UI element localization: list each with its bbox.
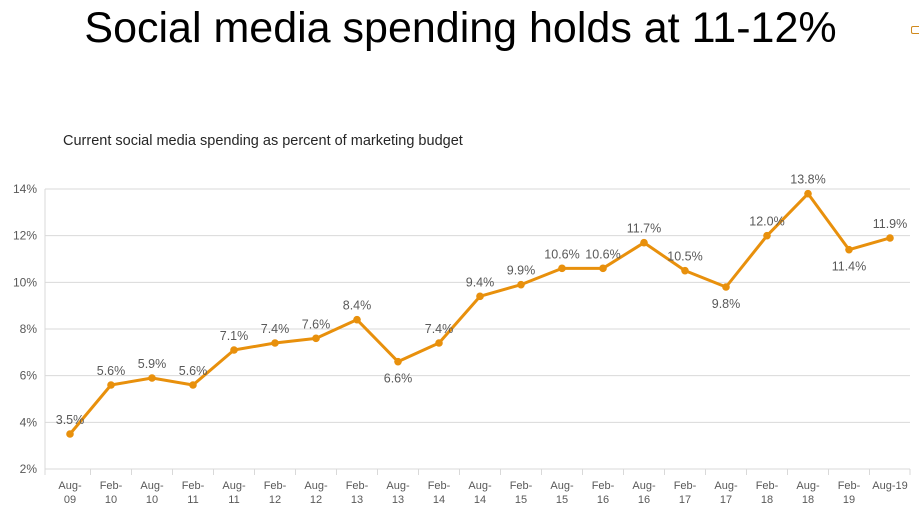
data-point: [845, 245, 853, 254]
data-label: 8.4%: [343, 299, 372, 313]
data-label: 12.0%: [749, 215, 784, 229]
data-point: [763, 231, 771, 240]
data-label: 10.6%: [585, 247, 620, 261]
x-tick-label: Aug-15: [550, 480, 574, 506]
data-label: 3.5%: [56, 413, 85, 427]
y-axis-ticks: 2% 4% 6% 8% 10% 12% 14%: [13, 182, 37, 476]
x-tick-label: Aug-14: [468, 480, 492, 506]
data-label: 10.5%: [667, 250, 702, 264]
x-tick-label: Aug-10: [140, 480, 164, 506]
x-tick-label: Feb-18: [756, 480, 779, 506]
y-tick-label: 10%: [13, 275, 37, 289]
data-label: 11.4%: [832, 260, 867, 274]
data-label: 11.9%: [873, 217, 908, 231]
data-label: 7.1%: [220, 329, 249, 343]
data-point: [394, 357, 402, 366]
data-point: [189, 381, 197, 389]
data-point: [435, 339, 443, 347]
y-tick-label: 8%: [20, 322, 38, 336]
series-line: [68, 192, 891, 435]
x-tick-label: Feb-15: [510, 480, 533, 506]
y-tick-label: 4%: [20, 415, 38, 429]
data-label: 5.6%: [179, 364, 208, 378]
data-point: [312, 334, 320, 343]
data-point: [107, 381, 115, 389]
data-point: [886, 234, 894, 242]
x-tick-label: Feb-17: [674, 480, 697, 506]
x-tick-label: Feb-19: [838, 480, 861, 506]
data-point: [66, 430, 74, 438]
x-tick-label: Aug-12: [304, 480, 328, 506]
page-title: Social media spending holds at 11-12%: [84, 4, 837, 52]
data-point: [804, 189, 812, 198]
x-tick-label: Aug-18: [796, 480, 820, 506]
data-label: 11.7%: [627, 222, 662, 236]
x-tick-label: Aug-09: [58, 480, 82, 506]
x-tick-label: Aug-11: [222, 480, 246, 506]
data-points: [66, 189, 894, 438]
data-point: [558, 264, 566, 273]
x-tick-label: Aug-13: [386, 480, 410, 506]
data-label: 7.6%: [302, 317, 331, 331]
x-tick-label: Feb-10: [100, 480, 123, 506]
x-tick-label: Aug-19: [872, 480, 907, 492]
x-axis-ticks: Aug-09 Feb-10 Aug-10 Feb-11 Aug-11 Feb-12 Aug-…: [58, 480, 907, 506]
chart-subtitle: Current social media spending as percent…: [63, 133, 463, 149]
y-tick-label: 12%: [13, 229, 37, 243]
x-tick-label: Feb-14: [428, 480, 451, 506]
data-label: 7.4%: [425, 322, 454, 336]
x-tick-label: Aug-17: [714, 480, 738, 506]
x-tick-label: Feb-16: [592, 480, 615, 506]
gridlines: [44, 188, 911, 475]
data-point: [271, 339, 279, 347]
data-label: 5.9%: [138, 357, 167, 371]
data-label: 5.6%: [97, 364, 126, 378]
data-point: [476, 292, 484, 301]
data-point: [148, 374, 156, 382]
y-tick-label: 6%: [20, 369, 38, 383]
data-label: 9.9%: [507, 264, 536, 278]
data-label: 10.6%: [544, 247, 579, 261]
data-label: 13.8%: [790, 173, 825, 187]
data-label: 7.4%: [261, 322, 290, 336]
data-label: 6.6%: [384, 372, 413, 386]
y-tick-label: 14%: [13, 182, 37, 196]
x-tick-label: Feb-13: [346, 480, 369, 506]
data-label: 9.8%: [712, 297, 741, 311]
data-point: [640, 238, 648, 247]
y-tick-label: 2%: [20, 462, 38, 476]
x-tick-label: Feb-12: [264, 480, 287, 506]
data-point: [517, 280, 525, 289]
x-tick-label: Aug-16: [632, 480, 656, 506]
data-point: [681, 266, 689, 275]
slide-edge-mark: [911, 26, 919, 34]
data-point: [722, 283, 730, 291]
data-labels: 3.5% 5.6% 5.9% 5.6% 7.1% 7.4% 7.6% 8.4% 6.6% 7.4%…: [56, 173, 908, 427]
data-point: [230, 346, 238, 354]
data-point: [599, 264, 607, 273]
data-point: [353, 315, 361, 324]
x-tick-label: Feb-11: [182, 480, 205, 506]
data-label: 9.4%: [466, 275, 495, 289]
